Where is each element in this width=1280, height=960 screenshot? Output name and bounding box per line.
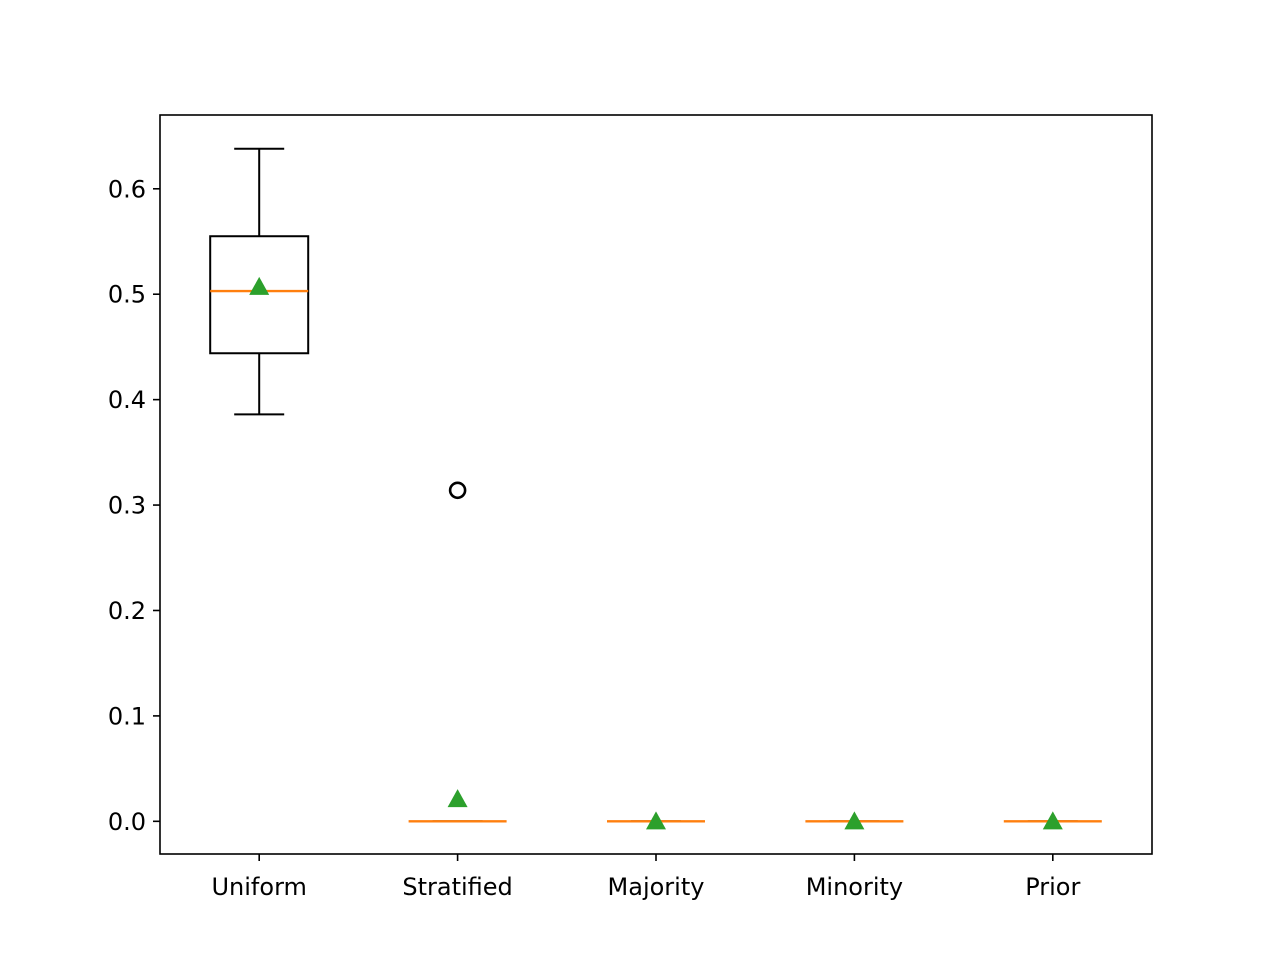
mean-marker — [844, 811, 865, 830]
y-tick-label: 0.3 — [108, 492, 146, 520]
box-group — [1003, 811, 1102, 830]
y-tick-label: 0.5 — [108, 281, 146, 309]
mean-marker — [447, 789, 468, 808]
x-tick-label: Uniform — [211, 873, 306, 901]
x-tick-label: Stratified — [402, 873, 512, 901]
box-group — [805, 811, 904, 830]
x-tick-label: Prior — [1025, 873, 1080, 901]
y-tick-label: 0.2 — [108, 597, 146, 625]
y-tick-label: 0.1 — [108, 702, 146, 730]
mean-marker — [249, 276, 270, 295]
axes-layer: 0.0 0.1 0.2 0.3 0.4 0.5 0.6 Uniform Stratified Ma… — [108, 175, 1081, 901]
outlier-point — [448, 481, 467, 500]
y-tick-label: 0.4 — [108, 386, 146, 414]
y-tick-label: 0.6 — [108, 175, 146, 203]
plot-layer — [209, 147, 1102, 830]
box-iqr — [209, 235, 310, 355]
y-tick-label: 0.0 — [108, 808, 146, 836]
x-tick-label: Majority — [608, 873, 705, 901]
box-group — [607, 811, 705, 830]
box-group — [408, 481, 507, 823]
mean-marker — [1042, 811, 1063, 830]
x-tick-label: Minority — [806, 873, 903, 901]
mean-marker — [646, 811, 666, 830]
box-group — [209, 147, 310, 416]
